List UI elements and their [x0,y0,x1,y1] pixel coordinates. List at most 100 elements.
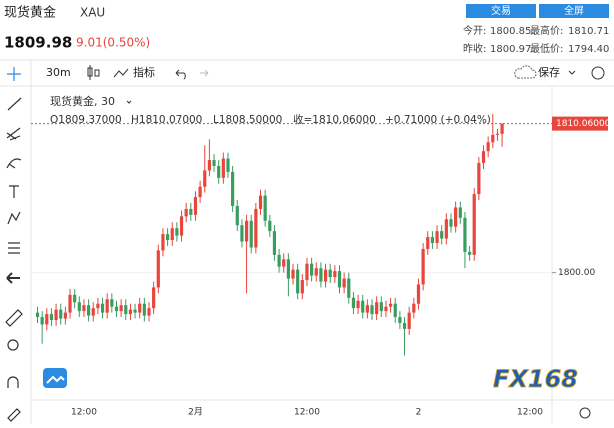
candle-body [282,259,286,267]
candle-body [402,322,407,329]
candle-body [254,208,258,248]
candle-body [170,228,174,241]
candle-body [495,133,500,135]
ruler-tool[interactable] [5,309,23,327]
lock-tool[interactable] [7,408,21,422]
brush-tool[interactable] [6,158,22,169]
redo-icon[interactable] [200,69,209,77]
crosshair-tool[interactable] [7,67,21,81]
chart-title: 现货黄金, 30 [50,94,115,108]
text-tool[interactable] [9,185,19,198]
candle-body [189,208,193,215]
candle-body [100,303,105,313]
candle-body [272,231,277,255]
ohlc-close: 收=1810.06000 [293,113,376,126]
candle-body [361,300,365,313]
candle-body [91,308,95,316]
candle-body [356,300,360,309]
candle-body [235,205,239,226]
indicator-icon[interactable] [113,68,129,78]
trade-button-label[interactable]: 交易 [491,4,511,17]
fullscreen-button-label[interactable]: 全屏 [564,4,584,17]
candle-body [449,219,453,227]
candle-body [35,312,40,318]
candle-body [421,248,425,285]
pattern-tool[interactable] [7,211,21,225]
candle-body [203,170,207,187]
candle-body [147,308,151,316]
candle-body [207,160,212,171]
back-tool[interactable] [6,272,20,284]
chart-settings-icon[interactable] [579,407,591,419]
dropdown-icon[interactable] [568,70,576,75]
candle-body [491,134,495,143]
fib-tool[interactable] [6,127,21,141]
candle-body [87,305,91,316]
stat-label: 今开: [463,24,486,37]
undo-icon[interactable] [175,69,186,80]
candle-body [110,299,114,307]
save-button[interactable]: 保存 [538,65,560,79]
candle-body [165,234,170,241]
stat-value: 1800.85 [490,26,531,37]
candle-type-icon[interactable] [87,65,100,80]
candle-body [286,259,290,279]
candle-body [212,160,216,166]
candle-body [472,194,476,255]
candle-body [217,165,221,178]
candle-body [375,302,379,315]
instrument-name: 现货黄金 [4,5,56,21]
candle-body [351,297,356,309]
candle-body [398,317,402,323]
candle-body [73,294,77,303]
candle-body [193,197,198,215]
candle-body [96,303,100,309]
candle-body [319,268,323,282]
cloud-icon[interactable] [514,65,537,79]
y-tick-label: 1800.00 [558,268,595,278]
candle-body [314,268,318,276]
settings-icon[interactable] [591,66,605,80]
fullscreen-button[interactable] [539,4,609,18]
candle-body [179,216,184,236]
candle-body [54,309,58,321]
ohlc-low: L1808.50000 [213,114,282,126]
stat-value: 1794.40 [568,44,609,55]
ohlc-high: H1810.07000 [131,114,202,126]
zoom-tool[interactable] [7,339,19,351]
stat-label: 昨收: [463,42,486,55]
prediction-tool[interactable] [8,242,20,254]
instrument-symbol: XAU [80,6,105,20]
candle-body [365,305,369,313]
candle-body [128,309,133,315]
candle-body [263,195,267,221]
candle-body [82,305,86,312]
candle-body [231,171,235,206]
x-tick-label: 2 [416,408,422,418]
candle-body [486,142,490,152]
magnet-tool[interactable] [7,376,19,388]
candle-body [138,303,142,313]
stat-value: 1810.71 [568,26,609,37]
candle-body [152,287,156,309]
candle-body [258,195,263,209]
candle-body [305,263,309,281]
candle-body [156,250,160,288]
interval-button[interactable]: 30m [46,66,71,79]
candle-body [226,158,230,172]
trade-button[interactable] [466,4,536,18]
candle-body [244,220,249,242]
candle-body [114,306,119,312]
price-change: 9.01(0.50%) [76,36,150,50]
candle-body [45,314,49,325]
candle-body [500,123,504,134]
candle-body [333,271,337,278]
x-tick-label: 12:00 [294,408,320,418]
logo-badge [43,368,67,388]
candle-body [105,299,109,313]
candle-body [337,271,342,288]
candle-body [435,231,439,243]
candle-body [249,220,253,248]
indicator-button[interactable]: 指标 [133,65,155,79]
line-tool[interactable] [7,97,22,111]
